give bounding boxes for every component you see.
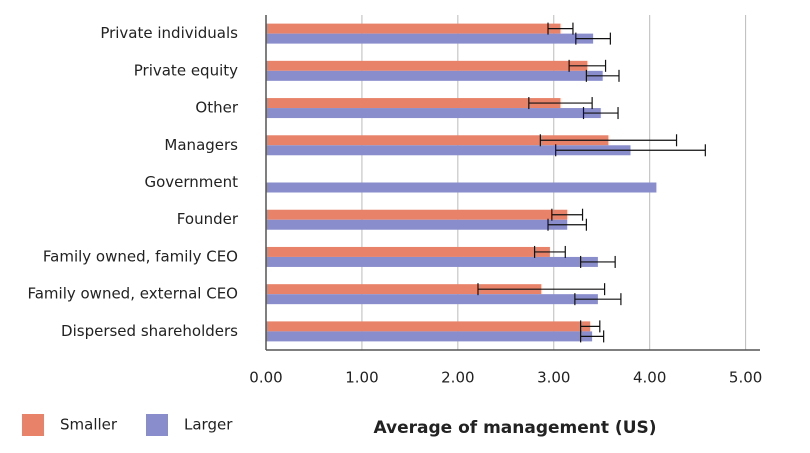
error-bar — [533, 245, 566, 258]
x-tick-label: 5.00 — [729, 369, 762, 387]
error-bar — [547, 218, 587, 231]
error-bar — [477, 283, 606, 296]
bar — [266, 294, 598, 305]
y-tick-label: Managers — [164, 136, 238, 154]
bar — [266, 33, 594, 44]
error-bar — [555, 144, 706, 157]
error-bar — [547, 22, 574, 35]
error-bar — [585, 69, 620, 82]
error-bar — [580, 330, 605, 343]
error-bar — [574, 293, 622, 306]
error-bar — [539, 134, 678, 147]
bar — [266, 182, 657, 193]
legend-label: Larger — [184, 416, 233, 434]
bar — [266, 108, 601, 119]
y-tick-label: Other — [195, 99, 238, 117]
x-tick-label: 4.00 — [633, 369, 666, 387]
y-tick-label: Government — [144, 173, 238, 191]
x-tick-label: 1.00 — [345, 369, 378, 387]
error-bar — [580, 255, 616, 268]
bar — [266, 70, 603, 81]
error-bar — [582, 107, 619, 120]
bar — [266, 256, 598, 267]
x-tick-label: 0.00 — [249, 369, 282, 387]
legend-swatch — [22, 414, 44, 436]
x-tick-label: 3.00 — [537, 369, 570, 387]
legend-swatch — [146, 414, 168, 436]
error-bar — [551, 208, 584, 221]
bar — [266, 331, 593, 342]
bar — [266, 135, 609, 146]
x-axis-label: Average of management (US) — [373, 418, 656, 438]
error-bar — [575, 32, 611, 45]
bar — [266, 209, 568, 220]
bar — [266, 246, 550, 257]
y-tick-label: Family owned, family CEO — [43, 247, 238, 265]
bar — [266, 23, 561, 34]
y-tick-label: Private equity — [134, 61, 238, 79]
bar — [266, 60, 588, 71]
y-tick-label: Dispersed shareholders — [61, 322, 238, 340]
error-bar — [568, 59, 607, 72]
bar — [266, 98, 561, 109]
y-tick-label: Private individuals — [100, 24, 238, 42]
error-bar — [528, 97, 593, 110]
x-tick-label: 2.00 — [441, 369, 474, 387]
bar — [266, 145, 631, 156]
bar — [266, 321, 591, 332]
bar — [266, 219, 568, 230]
legend-label: Smaller — [60, 416, 118, 434]
bar — [266, 284, 542, 295]
y-tick-label: Family owned, external CEO — [27, 285, 238, 303]
y-tick-label: Founder — [177, 210, 239, 228]
